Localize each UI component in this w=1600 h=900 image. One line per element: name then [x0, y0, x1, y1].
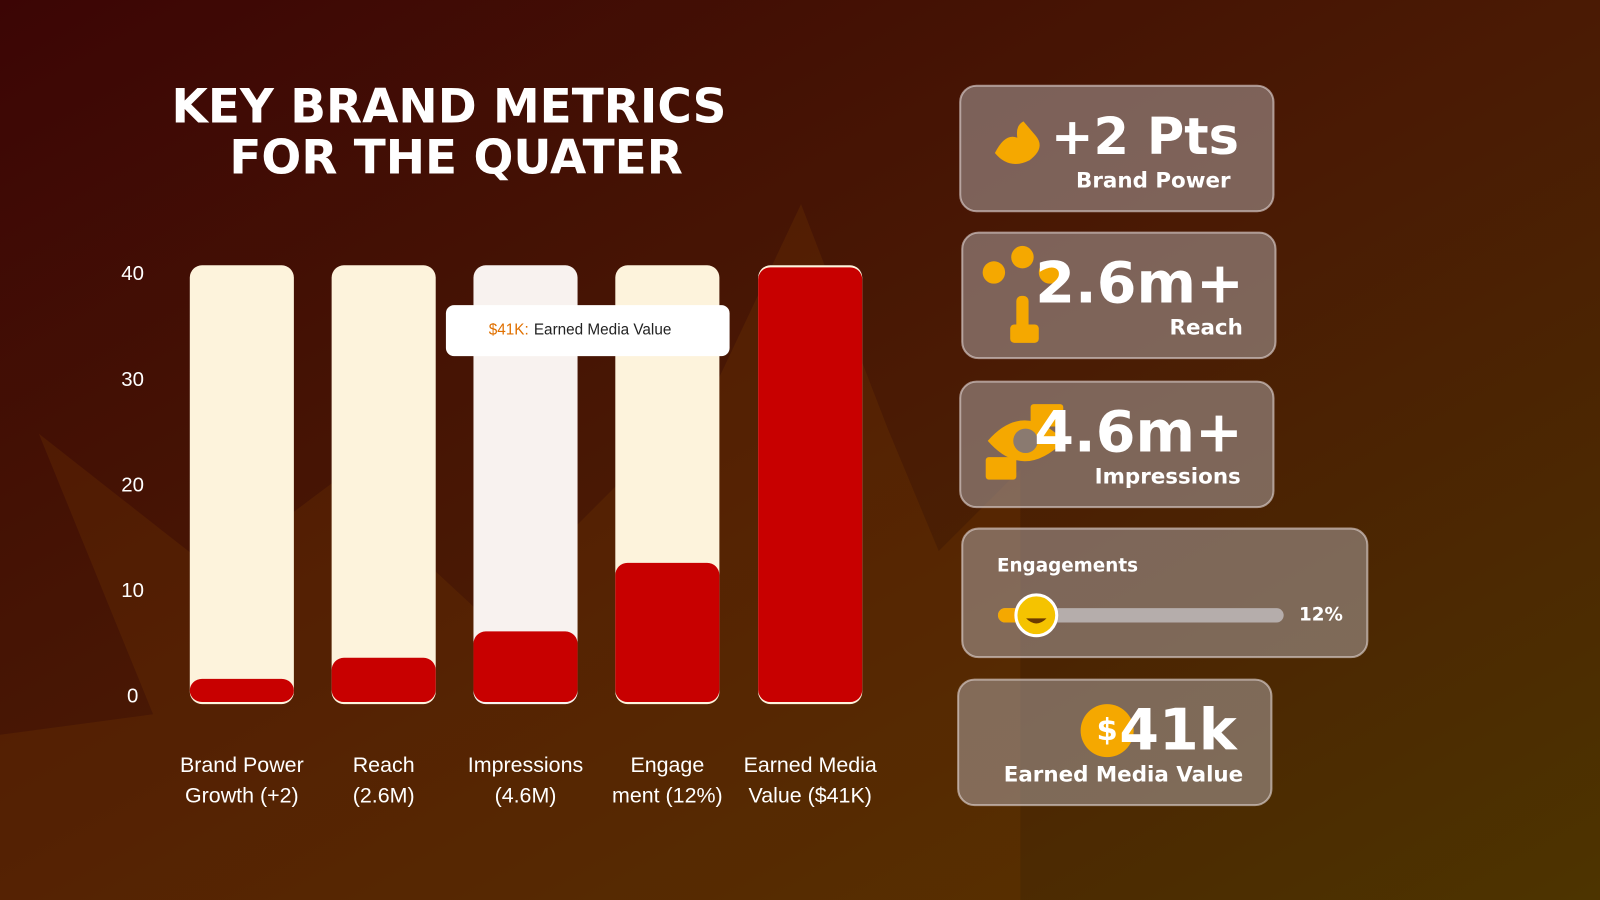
card-value: 41k [1119, 697, 1238, 763]
bar [473, 631, 578, 703]
card [961, 527, 1369, 659]
bar-chart: 0 10 20 30 40 Brand Power Growth (+2) Reach (2.6… [121, 263, 877, 807]
card-label: Reach [1169, 316, 1242, 341]
x-tick-label: Growth (+2) [185, 784, 299, 808]
engagement-label: 12% [1299, 604, 1343, 625]
x-tick-label: ment (12%) [612, 784, 723, 808]
card-label: Earned Media Value [1004, 763, 1243, 788]
y-tick-label: 0 [127, 685, 138, 707]
smile [1026, 618, 1047, 624]
bar [331, 657, 436, 703]
tooltip-text: $41K: Earned Media Value [489, 322, 672, 339]
reach-icon [982, 245, 1062, 343]
x-tick-label: (4.6M) [495, 784, 557, 808]
x-tick-label: Impressions [468, 753, 583, 777]
x-tick-label: Value ($41K) [749, 784, 872, 808]
bar-track [331, 265, 436, 705]
bar [758, 267, 863, 703]
dollar-sign: $ [1096, 713, 1117, 748]
chart-title: FOR THE QUATER [229, 131, 682, 186]
bar [189, 678, 294, 703]
tooltip-value: $41K: [489, 322, 529, 339]
eye-icon [985, 404, 1065, 480]
x-tick-label: (2.6M) [353, 784, 415, 808]
y-tick-label: 30 [121, 369, 144, 391]
x-tick-label: Reach [353, 753, 415, 777]
y-tick-label: 20 [121, 474, 144, 496]
tooltip-label: Earned Media Value [534, 322, 671, 339]
tooltip: $41K: Earned Media Value [445, 305, 730, 357]
card [959, 84, 1275, 213]
card [961, 231, 1277, 360]
card-value: 2.6m+ [1035, 250, 1244, 316]
bar-track [189, 265, 294, 705]
y-tick-label: 40 [121, 263, 144, 285]
card-value: +2 Pts [1051, 108, 1239, 167]
tooltip-box [445, 305, 730, 357]
x-tick-label: Engage [630, 753, 704, 777]
card-value: 4.6m+ [1034, 399, 1243, 465]
slider: 12% [997, 593, 1343, 638]
muscle-icon [994, 121, 1040, 164]
x-tick-label: Brand Power [180, 753, 304, 777]
dollar-icon [1080, 704, 1134, 758]
slider-track [997, 608, 1284, 623]
card-label: Brand Power [1076, 169, 1231, 194]
y-tick-label: 10 [121, 580, 144, 602]
bar-track [473, 265, 578, 705]
x-tick-label: Earned Media [744, 753, 877, 777]
card-label: Impressions [1095, 465, 1241, 490]
engagement-title: Engagements [997, 555, 1138, 576]
slider-knob [1014, 593, 1059, 638]
bar [615, 562, 720, 703]
chart-title: KEY BRAND METRICS [172, 80, 727, 135]
